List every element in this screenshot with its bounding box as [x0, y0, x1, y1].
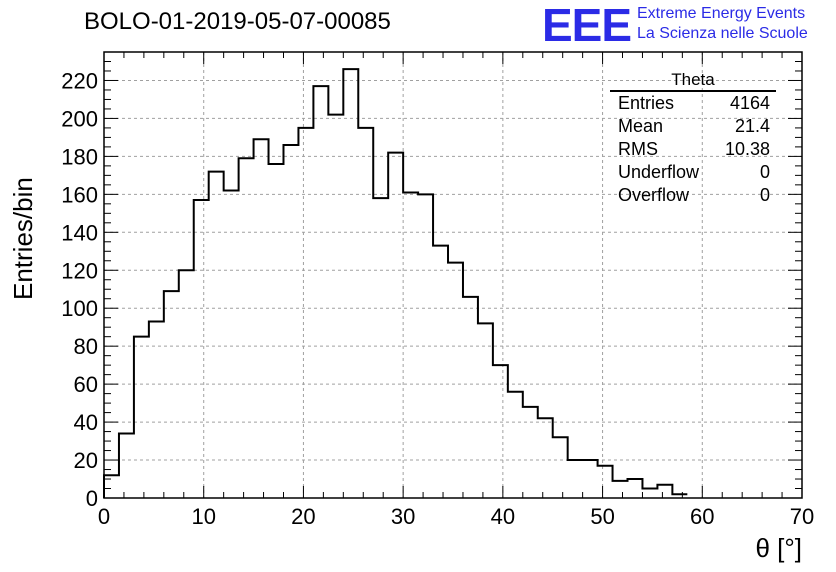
histogram-step-line	[103, 68, 688, 498]
x-tick-label: 30	[391, 504, 415, 529]
y-tick-label: 20	[74, 448, 98, 473]
plot-frame	[103, 51, 803, 499]
stats-value: 10.38	[724, 139, 770, 159]
stats-row-entries: Entries 4164	[610, 92, 776, 115]
y-tick-label: 0	[86, 486, 98, 511]
stats-row-overflow: Overflow 0	[610, 184, 776, 207]
stats-title: Theta	[610, 70, 776, 92]
stats-label: Mean	[618, 116, 664, 136]
axis-ticks	[103, 51, 803, 499]
stats-value: 0	[759, 162, 770, 182]
y-tick-label: 80	[74, 334, 98, 359]
stats-value: 0	[759, 185, 770, 205]
eee-logo-mark: EEE	[542, 0, 632, 51]
x-tick-label: 40	[491, 504, 515, 529]
stats-row-mean: Mean 21.4	[610, 115, 776, 138]
y-axis-label: Entries/bin	[8, 177, 38, 300]
x-tick-label: 10	[191, 504, 215, 529]
stats-label: Underflow	[618, 162, 700, 182]
y-tick-label: 140	[61, 220, 98, 245]
grid-lines	[104, 52, 802, 498]
stats-label: RMS	[618, 139, 658, 159]
logo-line-2: La Scienza nelle Scuole	[637, 25, 808, 42]
y-tick-label: 60	[74, 372, 98, 397]
y-tick-label: 200	[61, 106, 98, 131]
x-tick-labels: 0 10 20 30 40 50 60 70	[98, 504, 814, 529]
chart-title: BOLO-01-2019-05-07-00085	[84, 8, 391, 35]
y-tick-label: 40	[74, 410, 98, 435]
y-tick-label: 160	[61, 182, 98, 207]
y-tick-label: 180	[61, 144, 98, 169]
logo-caption: Extreme Energy Events La Scienza nelle S…	[637, 4, 808, 44]
y-tick-label: 120	[61, 258, 98, 283]
y-tick-label: 100	[61, 296, 98, 321]
y-tick-label: 220	[61, 68, 98, 93]
x-tick-label: 0	[98, 504, 110, 529]
x-tick-label: 20	[291, 504, 315, 529]
x-tick-label: 60	[690, 504, 714, 529]
x-tick-label: 50	[590, 504, 614, 529]
x-tick-label: 70	[790, 504, 814, 529]
stats-row-rms: RMS 10.38	[610, 138, 776, 161]
stats-value: 21.4	[734, 116, 770, 136]
logo-line-1: Extreme Energy Events	[637, 5, 806, 22]
stats-box: Theta Entries 4164 Mean 21.4 RMS 10.38 U…	[610, 70, 776, 207]
x-axis-label: θ [°]	[755, 533, 802, 563]
stats-value: 4164	[729, 93, 770, 113]
stats-row-underflow: Underflow 0	[610, 161, 776, 184]
stats-label: Overflow	[618, 185, 690, 205]
stats-label: Entries	[618, 93, 675, 113]
y-tick-labels: 0 20 40 60 80 100 120 140 160 180 200 220	[61, 68, 98, 511]
